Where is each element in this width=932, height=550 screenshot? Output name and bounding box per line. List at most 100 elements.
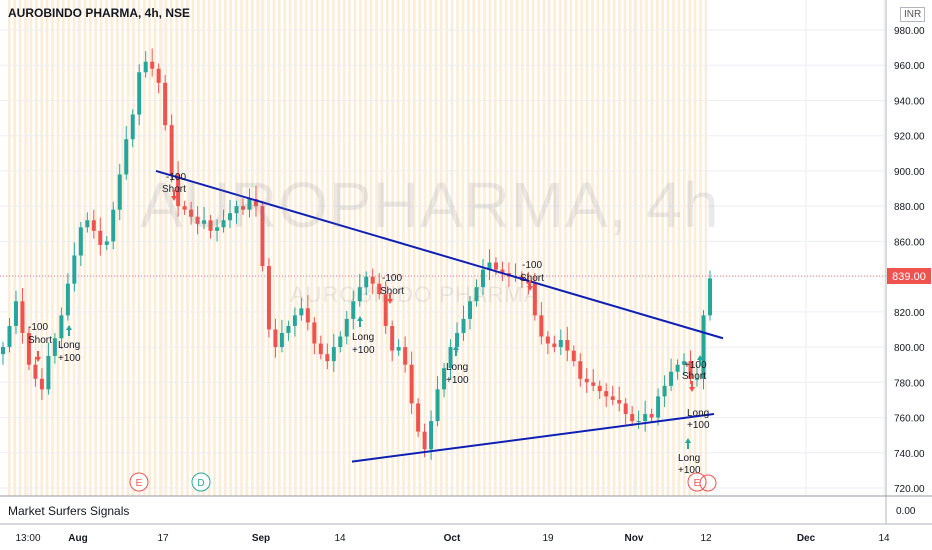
candle-body [240, 206, 245, 210]
time-axis[interactable]: 13:00 Aug 17 Sep 14 Oct 19 Nov 12 Dec 14 [15, 533, 890, 544]
candle-body [539, 315, 544, 337]
price-tick-label: 740.00 [894, 449, 925, 460]
session-band [202, 0, 205, 496]
candle-body [701, 315, 706, 379]
candle-body [351, 301, 356, 319]
candle-body [429, 421, 434, 450]
candle-body [163, 82, 168, 126]
long-signal-arrow [697, 355, 703, 366]
event-marker[interactable] [191, 472, 211, 492]
candle-body [286, 325, 291, 333]
session-band [391, 0, 394, 496]
last-price-badge [887, 268, 931, 284]
candle-body [656, 396, 661, 418]
candle-body [390, 325, 395, 351]
last-price-label: 839.00 [892, 271, 926, 283]
session-band [645, 0, 648, 496]
short-signal-arrow [35, 351, 41, 362]
currency-badge[interactable]: INR [900, 7, 926, 22]
indicator-label[interactable]: Market Surfers Signals [8, 504, 130, 518]
candle-body [442, 368, 447, 390]
signal-label: -100 [28, 322, 48, 333]
candle-body [292, 315, 297, 326]
candle-body [480, 269, 485, 288]
candle-body [545, 336, 550, 344]
event-marker[interactable] [687, 472, 707, 492]
trendlines[interactable] [155, 169, 724, 463]
price-tick-label: 720.00 [894, 484, 925, 495]
session-band [51, 0, 54, 496]
candle-body [117, 174, 122, 210]
session-band [35, 0, 38, 496]
signal-label: Short [28, 335, 52, 346]
candle-body [383, 294, 388, 326]
session-band [477, 0, 481, 496]
candle-body [20, 301, 25, 333]
candle-body [474, 287, 479, 302]
event-marker[interactable] [129, 472, 149, 492]
time-tick-label: 12 [700, 533, 712, 544]
candle-body [403, 347, 408, 365]
signal-label: Long [678, 453, 700, 464]
candle-body [111, 209, 116, 242]
session-band [672, 0, 675, 496]
candle-body [584, 378, 589, 383]
signal-label: Long [352, 332, 374, 343]
candle-body [150, 61, 155, 69]
session-band [180, 0, 184, 496]
price-axis[interactable]: 720.00740.00760.00780.00800.00820.00840.… [894, 26, 925, 495]
candle-body [143, 61, 148, 73]
event-marker-label: D [197, 478, 204, 489]
session-band [602, 0, 605, 496]
session-band [251, 0, 254, 496]
session-band [639, 0, 643, 496]
session-band [170, 0, 173, 496]
candle-body [435, 389, 440, 422]
session-band [272, 0, 276, 496]
signal-label: Long [58, 340, 80, 351]
candle-body [312, 322, 317, 344]
session-band [40, 0, 43, 496]
session-background [8, 0, 708, 496]
session-band [364, 0, 367, 496]
session-band [548, 0, 551, 496]
candle-body [695, 378, 700, 380]
long-signal-arrow [685, 438, 691, 449]
price-tick-label: 800.00 [894, 343, 925, 354]
session-band [294, 0, 297, 496]
candle-body [7, 325, 12, 348]
session-band [429, 0, 432, 496]
session-band [677, 0, 681, 496]
candle-body [643, 414, 648, 422]
candle-body [52, 338, 57, 356]
price-tick-label: 760.00 [894, 414, 925, 425]
candle-body [597, 385, 602, 392]
candle-body [78, 227, 83, 256]
candle-body [228, 213, 233, 221]
session-band [488, 0, 492, 496]
session-band [18, 0, 22, 496]
session-band [407, 0, 411, 496]
session-band [553, 0, 556, 496]
session-band [494, 0, 497, 496]
candle-body [526, 280, 531, 284]
candle-body [234, 206, 239, 214]
session-band [94, 0, 97, 496]
candle-body [305, 308, 310, 323]
signal-label: +100 [687, 420, 710, 431]
candle-body [221, 220, 226, 228]
candle-body [604, 391, 609, 397]
session-band [542, 0, 546, 496]
candle-body [26, 332, 31, 365]
session-band [607, 0, 610, 496]
time-tick-label: 19 [542, 533, 554, 544]
session-band [315, 0, 319, 496]
signal-label: Short [520, 273, 544, 284]
candle-body [630, 414, 635, 422]
candle-body [357, 287, 362, 302]
session-band [504, 0, 508, 496]
session-band [499, 0, 502, 496]
session-band [159, 0, 162, 496]
